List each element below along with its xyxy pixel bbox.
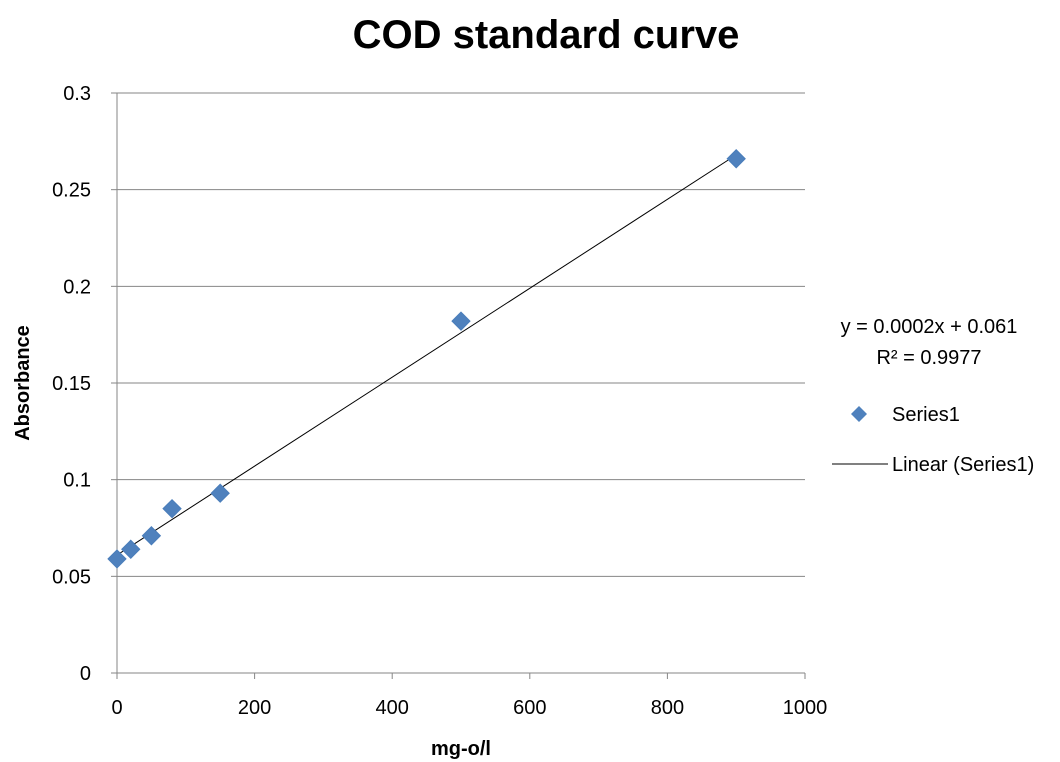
y-tick-label-1: 0.05 <box>52 566 91 588</box>
legend: Series1 Linear (Series1) <box>832 404 1034 476</box>
points-layer <box>107 149 746 569</box>
x-tick-label-4: 800 <box>651 697 684 719</box>
y-ticks: 0 0.05 0.1 0.15 0.2 0.25 0.3 <box>52 83 117 685</box>
data-point-6 <box>726 149 746 169</box>
y-tick-label-2: 0.1 <box>63 470 91 492</box>
x-ticks: 0 200 400 600 800 1000 <box>111 673 827 719</box>
trendline <box>116 154 737 556</box>
x-tick-label-2: 400 <box>376 697 409 719</box>
data-point-5 <box>451 311 471 331</box>
x-tick-label-3: 600 <box>513 697 546 719</box>
data-point-2 <box>141 526 162 546</box>
legend-series1-marker <box>851 406 867 422</box>
y-tick-label-0: 0 <box>80 663 91 685</box>
data-point-3 <box>162 498 182 519</box>
data-point-1 <box>121 539 141 559</box>
x-tick-label-5: 1000 <box>783 697 828 719</box>
data-point-0 <box>107 549 127 569</box>
grid <box>117 92 805 577</box>
chart-title: COD standard curve <box>353 13 740 57</box>
data-point-4 <box>210 483 230 503</box>
y-tick-label-5: 0.25 <box>52 180 91 202</box>
trendline-r-squared: R² = 0.9977 <box>876 347 981 369</box>
x-tick-label-0: 0 <box>111 697 122 719</box>
legend-series1-label: Series1 <box>892 404 960 426</box>
y-tick-label-6: 0.3 <box>63 83 91 105</box>
y-axis-title: Absorbance <box>12 325 34 441</box>
trendline-equation: y = 0.0002x + 0.061 <box>841 316 1018 338</box>
trendline-layer <box>116 154 737 556</box>
legend-trendline-label: Linear (Series1) <box>892 454 1034 476</box>
x-tick-label-1: 200 <box>238 697 271 719</box>
y-tick-label-3: 0.15 <box>52 373 91 395</box>
y-tick-label-4: 0.2 <box>63 276 91 298</box>
x-axis-title: mg-o/l <box>431 738 491 760</box>
